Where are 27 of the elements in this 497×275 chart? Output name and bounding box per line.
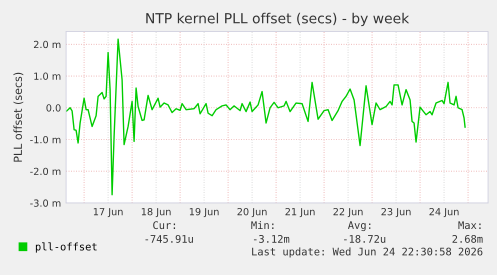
y-tick-label: -2.0 m: [30, 168, 60, 176]
text: Avg:: [348, 221, 370, 232]
text: -745.91u: [145, 234, 193, 243]
legend-label: pll-offset: [36, 242, 97, 253]
x-tick-label: 18 Jun: [142, 208, 171, 218]
x-tick-label: 17 Jun: [94, 208, 123, 218]
y-tick-label: -1.0 m: [30, 136, 60, 144]
text: Max:: [458, 221, 481, 230]
x-tick-label: 20 Jun: [237, 208, 267, 218]
y-tick-label: -3.0 m: [30, 199, 60, 207]
y-tick-label: 1.0 m: [34, 72, 60, 80]
x-tick-label: 22 Jun: [333, 208, 363, 218]
chart-title: NTP kernel PLL offset (secs) - by week: [146, 12, 410, 26]
y-axis-title: PLL offset (secs): [13, 72, 24, 162]
line-series: [66, 38, 466, 196]
text: 2.68m: [452, 234, 483, 243]
x-tick-label: 23 Jun: [381, 208, 411, 218]
text: Cur:: [153, 221, 176, 230]
y-tick-label: 0.0: [46, 104, 61, 112]
text: Min:: [251, 221, 274, 229]
y-tick-label: 2.0 m: [34, 40, 60, 48]
text: -3.12m: [254, 234, 290, 243]
x-tick-label: 19 Jun: [190, 208, 219, 218]
x-tick-label: 21 Jun: [285, 208, 315, 218]
text: Last update: Wed Jun 24 22:30:58 2026: [252, 247, 482, 258]
x-tick-label: 24 Jun: [429, 208, 459, 218]
text: -18.72u: [344, 234, 386, 243]
